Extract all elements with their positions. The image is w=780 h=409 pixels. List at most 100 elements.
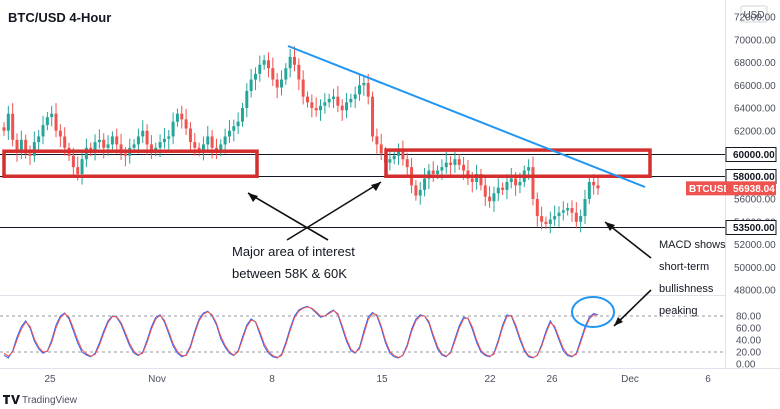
candle-body bbox=[19, 139, 23, 152]
candle-body bbox=[58, 130, 62, 137]
candle-body bbox=[392, 155, 396, 160]
candle-body bbox=[284, 68, 288, 80]
candle-body bbox=[548, 219, 552, 225]
zone-arrow-left-head bbox=[248, 193, 258, 202]
candle-body bbox=[405, 159, 409, 168]
zone-note-line-1: Major area of interest bbox=[232, 244, 355, 259]
candle-body bbox=[219, 144, 223, 152]
candle-body bbox=[210, 136, 214, 148]
candle-body bbox=[162, 138, 166, 143]
level-tag-label: 53500.00 bbox=[733, 223, 775, 234]
candle-body bbox=[110, 136, 114, 145]
candle-body bbox=[349, 98, 353, 103]
time-tick-label: Nov bbox=[148, 374, 166, 385]
tradingview-brand: TradingView bbox=[22, 395, 78, 406]
candle-body bbox=[332, 96, 336, 99]
candle-body bbox=[527, 167, 531, 171]
currency-badge-box[interactable] bbox=[740, 5, 768, 23]
candle-body bbox=[327, 98, 331, 103]
candle-body bbox=[457, 159, 461, 165]
level-tags: 60000.00 58000.00 53500.00 BTCUSD 56938.04 bbox=[686, 147, 777, 235]
candle-body bbox=[574, 212, 578, 222]
candle-body bbox=[236, 121, 240, 127]
level-tag-label: 58000.00 bbox=[733, 172, 775, 183]
price-tick-label: 72000.00 bbox=[734, 13, 776, 24]
macd-arrow-up bbox=[604, 221, 652, 259]
macd-note-line-1: MACD shows bbox=[659, 239, 726, 251]
candle-body bbox=[180, 113, 184, 120]
candle-body bbox=[375, 136, 379, 145]
time-axis[interactable]: 25 Nov 8 15 22 26 Dec 6 bbox=[44, 374, 711, 385]
macd-peak-highlight bbox=[571, 296, 615, 328]
candle-body bbox=[518, 181, 522, 186]
candle-body bbox=[379, 144, 383, 154]
candlestick-series bbox=[2, 46, 600, 234]
time-tick-label: 6 bbox=[705, 374, 711, 385]
time-tick-label: 22 bbox=[484, 374, 496, 385]
oscillator-tick-label: 0.00 bbox=[736, 360, 756, 371]
candle-body bbox=[362, 82, 366, 86]
candle-body bbox=[553, 216, 557, 220]
time-tick-label: 25 bbox=[44, 374, 56, 385]
candle-body bbox=[93, 142, 97, 152]
price-tick-label: 66000.00 bbox=[734, 81, 776, 92]
candle-body bbox=[540, 216, 544, 222]
candle-body bbox=[119, 144, 123, 154]
candle-body bbox=[436, 170, 440, 174]
price-tick-label: 68000.00 bbox=[734, 58, 776, 69]
zone-annotation: Major area of interest between 58K & 60K bbox=[232, 181, 382, 281]
candle-body bbox=[288, 56, 292, 69]
candle-body bbox=[514, 178, 518, 186]
candle-body bbox=[366, 82, 370, 97]
candle-body bbox=[531, 167, 535, 199]
candle-body bbox=[509, 178, 513, 182]
interest-zones[interactable] bbox=[2, 148, 652, 179]
candle-body bbox=[206, 136, 210, 145]
time-tick-label: 15 bbox=[376, 374, 388, 385]
price-tick-label: 48000.00 bbox=[734, 286, 776, 297]
descending-trendline[interactable] bbox=[287, 45, 646, 188]
candle-body bbox=[492, 193, 496, 202]
macd-arrow-down-head bbox=[614, 317, 623, 326]
oscillator-series bbox=[3, 305, 599, 359]
candle-body bbox=[566, 208, 570, 211]
candle-body bbox=[80, 159, 84, 174]
candle-body bbox=[340, 105, 344, 111]
last-price-tag-box bbox=[726, 181, 776, 196]
candle-body bbox=[453, 159, 457, 165]
candle-body bbox=[444, 162, 448, 168]
candle-body bbox=[496, 187, 500, 194]
symbol-tag-box bbox=[686, 181, 726, 196]
candle-body bbox=[505, 181, 509, 190]
oscillator-levels bbox=[0, 315, 725, 353]
candle-body bbox=[253, 73, 257, 80]
candle-body bbox=[388, 159, 392, 163]
candle-body bbox=[76, 167, 80, 174]
oscillator-tick-label: 60.00 bbox=[736, 324, 761, 335]
tradingview-logo-icon bbox=[2, 395, 20, 404]
currency-badge[interactable]: USD bbox=[743, 10, 764, 21]
candle-body bbox=[167, 136, 171, 139]
candle-body bbox=[175, 113, 179, 122]
candle-body bbox=[266, 60, 270, 69]
tradingview-logo[interactable]: TradingView bbox=[2, 395, 78, 406]
candle-body bbox=[292, 56, 296, 65]
candle-body bbox=[397, 151, 401, 156]
time-tick-label: 26 bbox=[546, 374, 558, 385]
candle-body bbox=[184, 119, 188, 129]
candle-body bbox=[262, 60, 266, 65]
candle-body bbox=[479, 173, 483, 186]
candle-body bbox=[245, 90, 249, 108]
candle-body bbox=[11, 113, 15, 140]
candle-body bbox=[271, 68, 275, 80]
candle-body bbox=[54, 113, 58, 131]
horizontal-levels bbox=[0, 154, 725, 228]
zone-arrow-right-head bbox=[371, 182, 381, 191]
candle-body bbox=[50, 113, 54, 118]
candle-body bbox=[353, 94, 357, 99]
macd-note-line-2: short-term bbox=[659, 261, 709, 273]
chart-title: BTC/USD 4-Hour bbox=[8, 10, 111, 25]
candle-body bbox=[323, 102, 327, 106]
